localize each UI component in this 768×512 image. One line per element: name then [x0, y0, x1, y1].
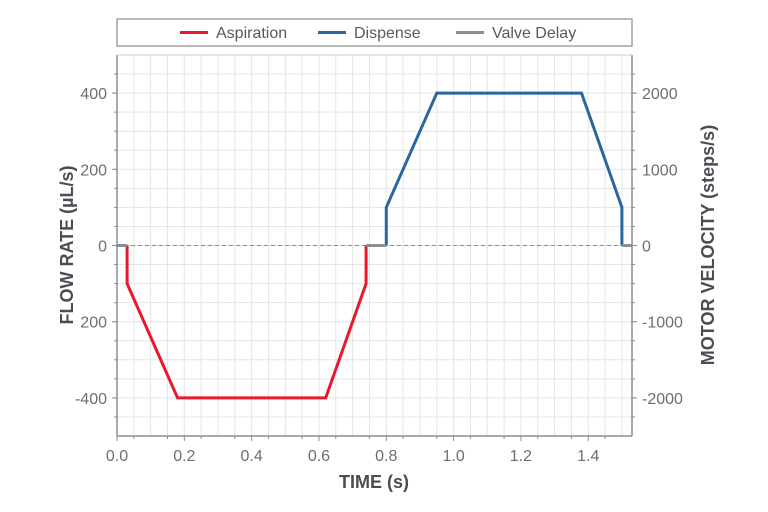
x-tick-label: 0.6	[308, 448, 330, 465]
y-tick-label-left: 0	[98, 239, 107, 256]
x-tick-label: 1.4	[577, 448, 599, 465]
y-tick-label-left: 200	[80, 162, 107, 179]
plot-area	[116, 54, 633, 437]
y-tick-label-right: 0	[642, 239, 651, 256]
svg-text:Dispense: Dispense	[354, 25, 421, 42]
y-axis-title-left: FLOW RATE (µL/s)	[57, 165, 77, 324]
y-axis-title-right: MOTOR VELOCITY (steps/s)	[698, 125, 718, 365]
y-tick-label-right: 2000	[642, 86, 678, 103]
series-lines	[117, 91, 632, 400]
y-tick-label-left: -400	[75, 391, 107, 408]
y-tick-label-right: -2000	[642, 391, 683, 408]
x-tick-label: 1.2	[510, 448, 532, 465]
series-dispense	[384, 91, 624, 246]
legend: Aspiration Dispense Valve Delay	[116, 18, 633, 47]
x-tick-label: 0.8	[375, 448, 397, 465]
y-tick-label-right: -1000	[642, 315, 683, 332]
y-tick-label-left: 200	[80, 315, 107, 332]
x-tick-label: 0.0	[106, 448, 128, 465]
legend-item-dispense: Dispense	[318, 25, 421, 42]
axis-ticks: 0.0 0.2 0.4 0.6 0.8 1.0 1.2 1.44002000200-40020…	[75, 73, 683, 465]
svg-text:Aspiration: Aspiration	[216, 25, 287, 42]
x-tick-label: 0.2	[173, 448, 195, 465]
x-axis-title: TIME (s)	[339, 472, 409, 492]
series-aspiration	[125, 245, 368, 400]
legend-item-valve-delay: Valve Delay	[456, 25, 576, 42]
x-tick-label: 0.4	[241, 448, 263, 465]
y-tick-label-right: 1000	[642, 162, 678, 179]
svg-text:Valve Delay: Valve Delay	[492, 25, 576, 42]
y-tick-label-left: 400	[80, 86, 107, 103]
x-tick-label: 1.0	[442, 448, 464, 465]
legend-item-aspiration: Aspiration	[180, 25, 287, 42]
